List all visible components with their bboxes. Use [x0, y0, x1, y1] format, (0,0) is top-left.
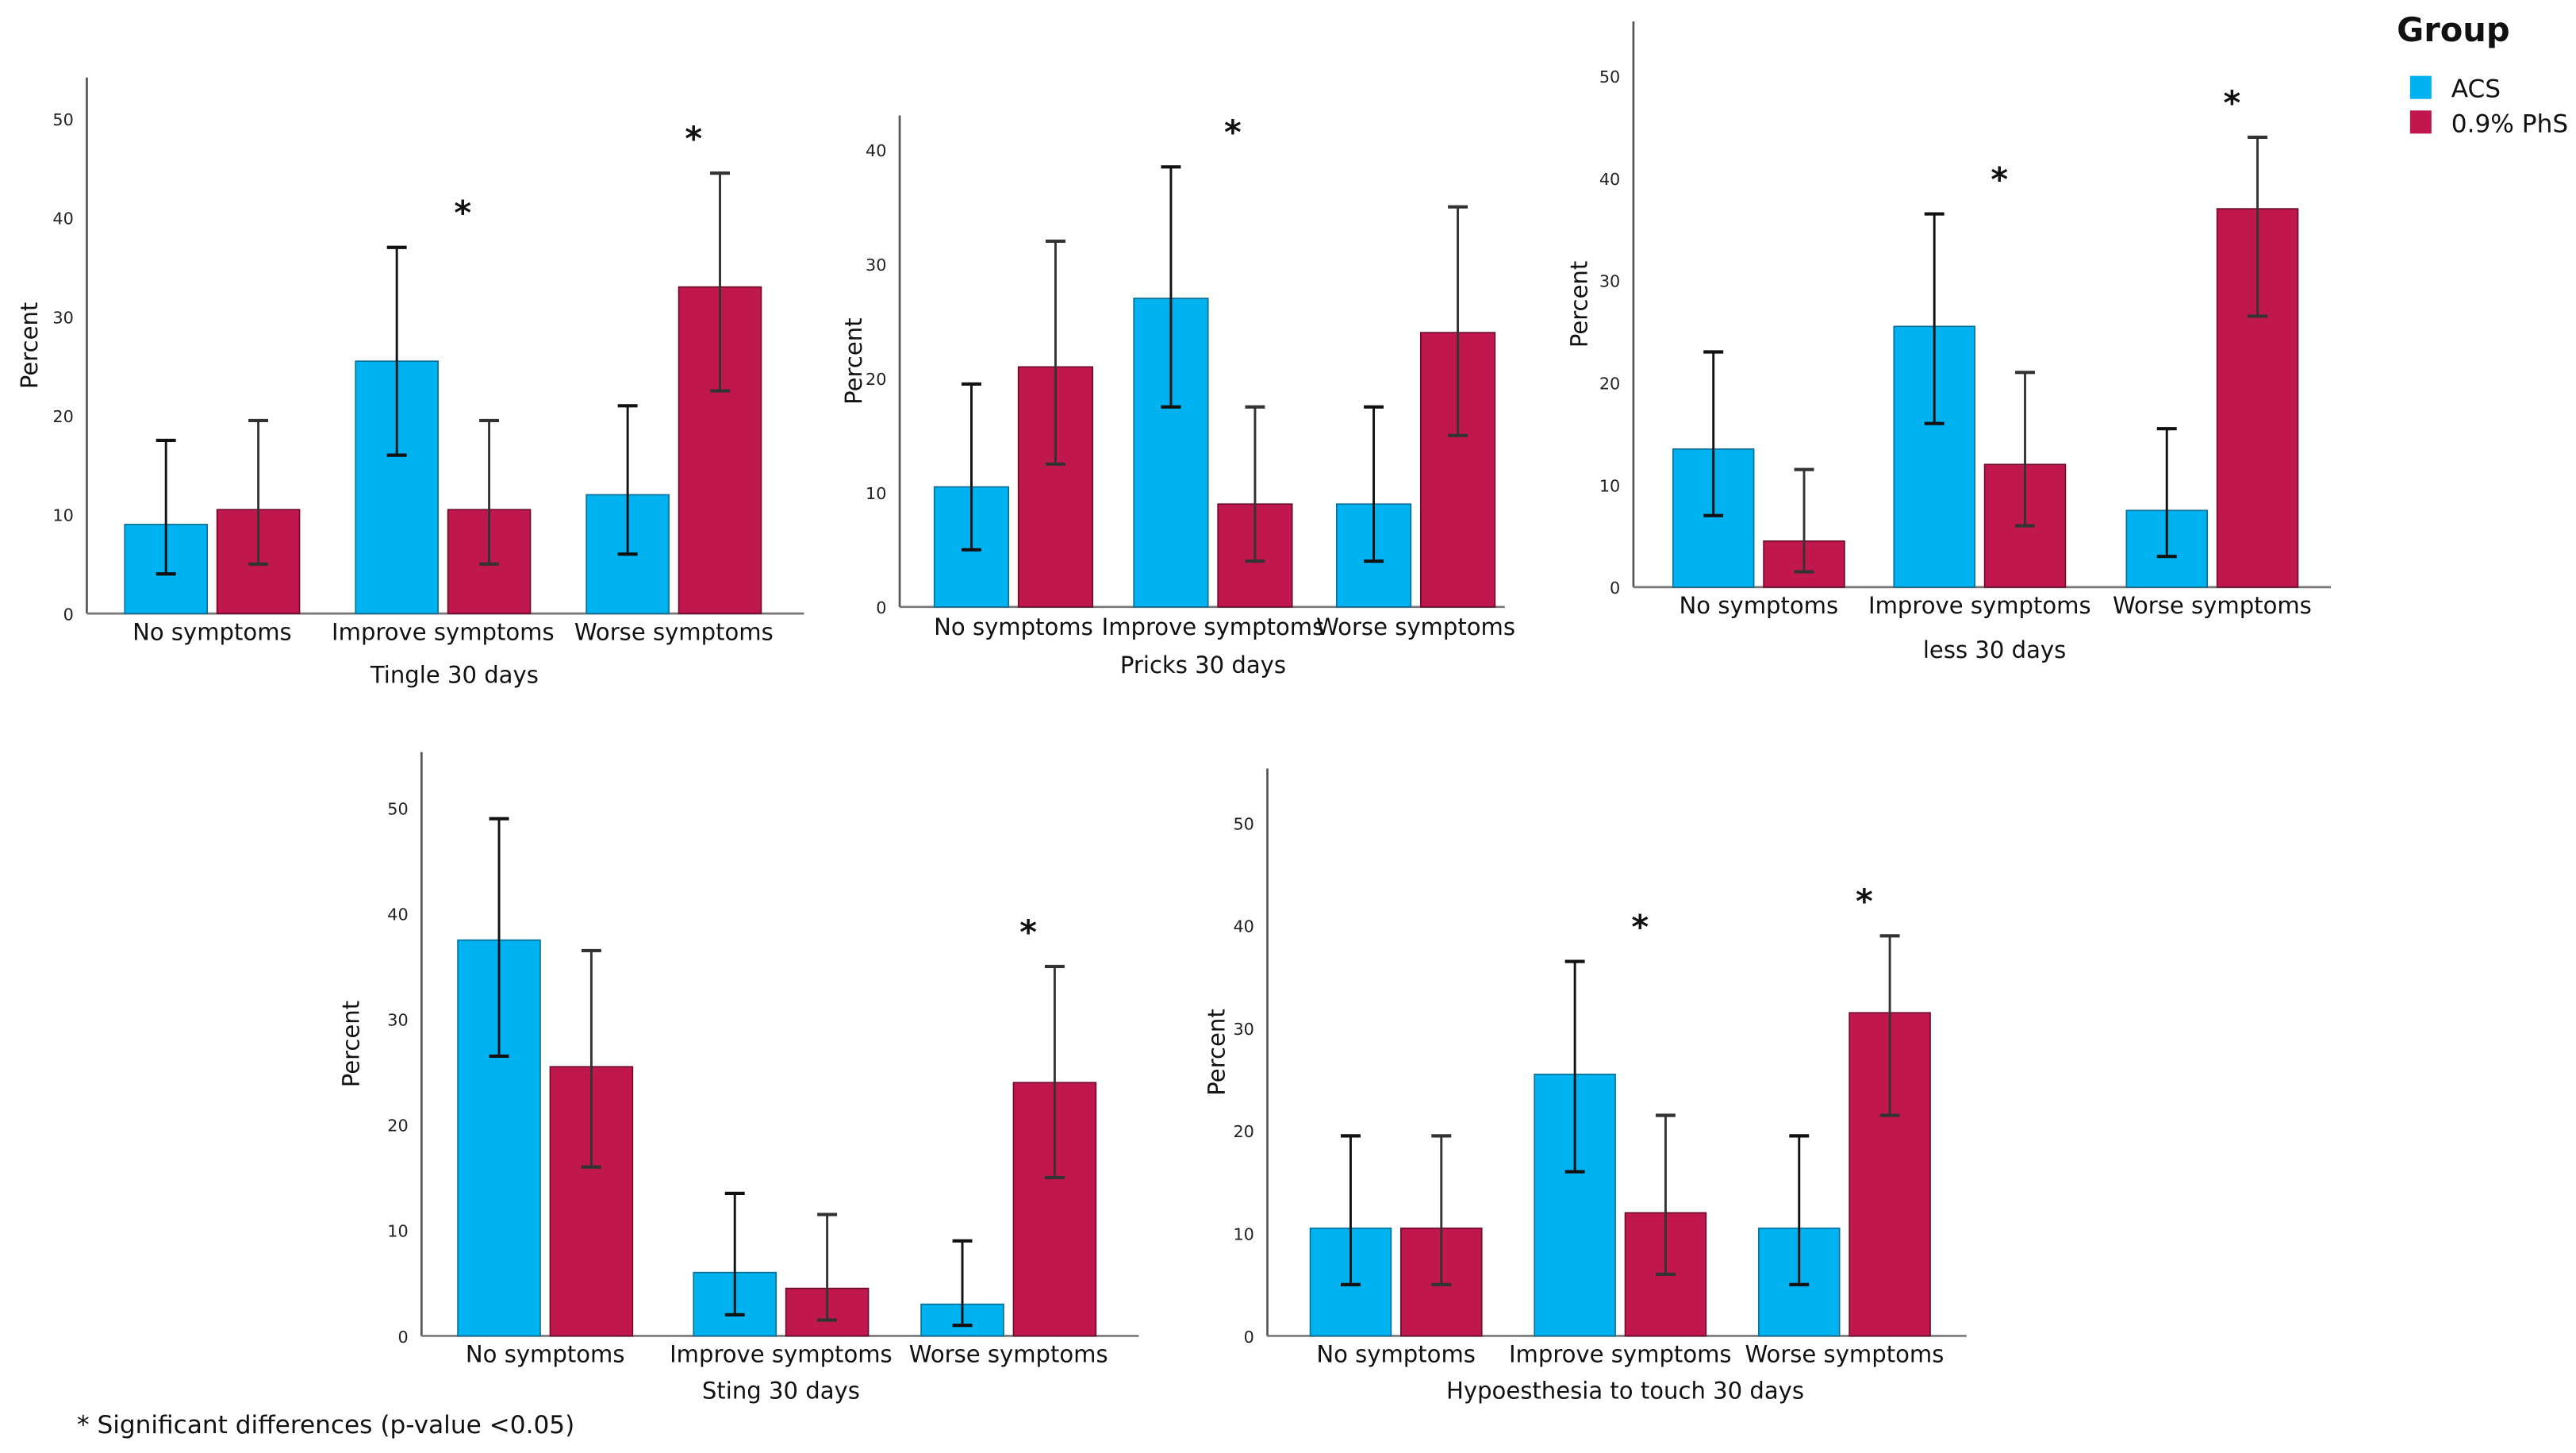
y-tick-label: 50 — [387, 800, 408, 819]
y-tick-label: 30 — [1233, 1020, 1253, 1039]
y-tick-label: 20 — [52, 407, 73, 426]
y-tick-label: 40 — [866, 141, 886, 160]
category-label: Improve symptoms — [670, 1341, 893, 1368]
y-axis-label: Percent — [840, 317, 867, 404]
y-tick-label: 0 — [397, 1328, 408, 1347]
category-label: No symptoms — [934, 613, 1093, 640]
category-label: Worse symptoms — [574, 618, 774, 645]
y-tick-label: 20 — [1599, 374, 1620, 393]
chart-4: 0 10 20 30 40 50 Percent Sting 30 days No sympto… — [337, 751, 1139, 1404]
y-tick-label: 30 — [52, 308, 73, 327]
y-tick-label: 0 — [63, 605, 74, 624]
legend-label-acs: ACS — [2451, 75, 2501, 104]
y-tick-label: 50 — [1599, 67, 1620, 86]
y-tick-label: 10 — [52, 506, 73, 525]
y-tick-label: 30 — [387, 1011, 408, 1030]
category-label: Worse symptoms — [909, 1341, 1108, 1368]
significance-asterisk: * — [1631, 908, 1649, 947]
y-tick-label: 40 — [52, 209, 73, 229]
category-label: Improve symptoms — [332, 618, 555, 645]
legend-swatch-acs — [2409, 75, 2432, 99]
x-axis-label: less 30 days — [1923, 636, 2066, 663]
legend-title: Group — [2397, 10, 2509, 49]
y-axis-label: Percent — [1203, 1009, 1230, 1095]
y-axis-label: Percent — [16, 302, 43, 389]
significance-asterisk: * — [2223, 83, 2240, 122]
y-tick-label: 30 — [1599, 272, 1620, 291]
y-tick-label: 20 — [387, 1117, 408, 1136]
significance-asterisk: * — [1856, 882, 1873, 921]
category-label: Improve symptoms — [1868, 592, 2091, 619]
significance-asterisk: * — [454, 194, 471, 233]
chart-3: 0 10 20 30 40 50 Percent less 30 days No symptom… — [1566, 21, 2332, 663]
category-label: No symptoms — [132, 618, 292, 645]
legend: Group ACS 0.9% PhS — [2397, 10, 2568, 138]
category-label: No symptoms — [1680, 592, 1839, 619]
category-label: Worse symptoms — [1316, 613, 1515, 640]
y-tick-label: 10 — [1233, 1224, 1253, 1244]
y-tick-label: 10 — [387, 1222, 408, 1241]
y-tick-label: 10 — [866, 484, 886, 503]
chart-1: 0 10 20 30 40 50 Percent Tingle 30 days No sympt… — [16, 77, 804, 688]
x-axis-label: Tingle 30 days — [370, 661, 539, 688]
y-tick-label: 10 — [1599, 476, 1620, 495]
y-axis-label: Percent — [1566, 261, 1593, 348]
y-tick-label: 20 — [1233, 1122, 1253, 1141]
significance-asterisk: * — [1019, 913, 1037, 951]
category-label: Improve symptoms — [1102, 613, 1325, 640]
category-label: Worse symptoms — [1745, 1341, 1944, 1368]
y-tick-label: 40 — [387, 905, 408, 924]
y-tick-label: 50 — [1233, 814, 1253, 833]
x-axis-label: Pricks 30 days — [1120, 652, 1286, 678]
category-label: Worse symptoms — [2113, 592, 2312, 619]
category-label: No symptoms — [1316, 1341, 1476, 1368]
chart-2: 0 10 20 30 40 Percent Pricks 30 days No symptom… — [840, 113, 1515, 678]
y-tick-label: 0 — [1244, 1328, 1254, 1347]
significance-asterisk: * — [1224, 113, 1242, 152]
significance-asterisk: * — [1991, 160, 2008, 198]
y-tick-label: 0 — [876, 598, 886, 617]
x-axis-label: Hypoesthesia to touch 30 days — [1446, 1377, 1804, 1404]
y-tick-label: 40 — [1233, 917, 1253, 936]
legend-label-phs: 0.9% PhS — [2451, 110, 2568, 138]
y-tick-label: 30 — [866, 256, 886, 275]
chart-5: 0 10 20 30 40 50 Percent Hypoesthesia to touch … — [1203, 768, 1967, 1404]
y-axis-label: Percent — [337, 1001, 364, 1087]
y-tick-label: 20 — [866, 370, 886, 389]
footnote: * Significant differences (p-value <0.05… — [77, 1411, 574, 1440]
x-axis-label: Sting 30 days — [702, 1377, 860, 1404]
category-label: No symptoms — [466, 1341, 625, 1368]
y-tick-label: 0 — [1610, 579, 1620, 598]
y-tick-label: 40 — [1599, 170, 1620, 189]
significance-asterisk: * — [685, 119, 702, 158]
category-label: Improve symptoms — [1509, 1341, 1732, 1368]
legend-swatch-phs — [2409, 110, 2432, 134]
y-tick-label: 50 — [52, 110, 73, 129]
